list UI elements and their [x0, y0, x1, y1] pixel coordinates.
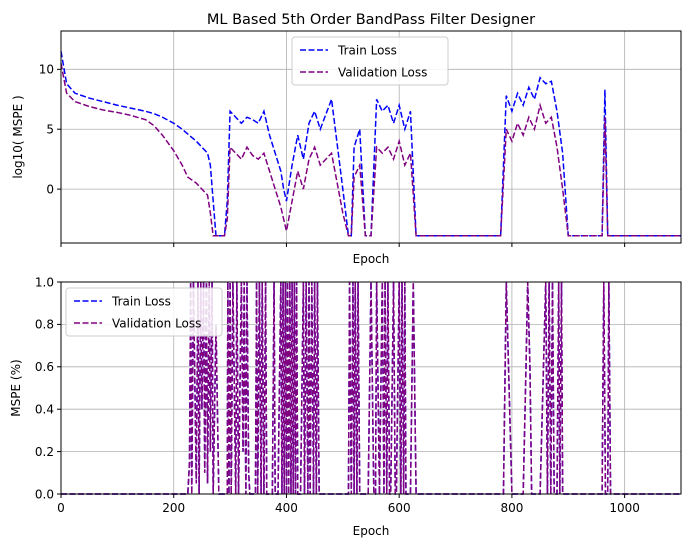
top-axes-frame — [60, 30, 682, 244]
y-tick-label: 5 — [46, 123, 54, 137]
bottom-legend: Train Loss Validation Loss — [65, 287, 223, 337]
top-grid — [60, 31, 681, 243]
bottom-legend-validation-label: Validation Loss — [112, 317, 201, 331]
bottom-legend-box — [65, 287, 223, 337]
y-tick-label: 0.4 — [35, 403, 54, 417]
x-tick-label: 1000 — [609, 501, 640, 515]
top-legend-train-label: Train Loss — [337, 44, 397, 58]
y-tick-label: 0.8 — [35, 318, 54, 332]
bottom-axes-frame — [60, 281, 682, 495]
x-tick-label: 400 — [275, 501, 298, 515]
y-tick-label: 1.0 — [35, 275, 54, 289]
bottom-legend-train-label: Train Loss — [111, 295, 171, 309]
y-tick-label: 0.2 — [35, 445, 54, 459]
bottom-chart: 0 200 400 600 800 1000 0.0 0.2 0.4 0.6 0.8 1.0 Epoc… — [9, 275, 682, 538]
y-tick-label: 0.6 — [35, 360, 54, 374]
x-tick-label: 800 — [500, 501, 523, 515]
bottom-y-axis-label: MSPE (%) — [9, 359, 23, 416]
top-ticks: 10 5 0 — [39, 63, 626, 247]
top-chart-title: ML Based 5th Order BandPass Filter Desig… — [207, 12, 535, 28]
y-tick-label: 0.0 — [35, 487, 54, 501]
x-tick-label: 600 — [388, 501, 411, 515]
bottom-x-axis-label: Epoch — [353, 524, 390, 538]
top-x-axis-label: Epoch — [353, 252, 390, 266]
top-legend-validation-label: Validation Loss — [338, 66, 427, 80]
top-validation-loss-line — [60, 63, 681, 237]
x-tick-label: 200 — [162, 501, 185, 515]
y-tick-label: 10 — [39, 63, 54, 77]
bottom-ticks: 0 200 400 600 800 1000 0.0 0.2 0.4 0.6 0.8 1.0 — [35, 275, 640, 515]
top-chart: 10 5 0 ML Based 5th Order BandPass Filter … — [11, 12, 682, 266]
top-series — [60, 51, 681, 237]
top-legend-box — [291, 36, 449, 86]
y-tick-label: 0 — [46, 182, 54, 196]
top-train-loss-line — [60, 51, 681, 237]
top-legend: Train Loss Validation Loss — [291, 36, 449, 86]
x-tick-label: 0 — [57, 501, 65, 515]
top-y-axis-label: log10( MSPE ) — [11, 95, 25, 178]
